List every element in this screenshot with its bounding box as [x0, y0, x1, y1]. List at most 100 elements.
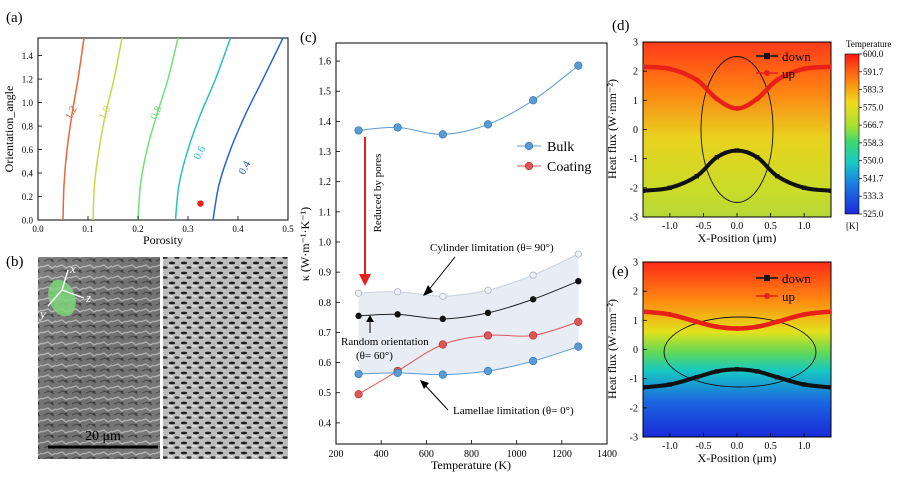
panel-c-point — [394, 288, 402, 296]
panel-d-point-up — [734, 106, 740, 111]
panel-d-y-tick-label: 2 — [633, 67, 638, 78]
triad-z-label: z — [85, 290, 91, 305]
panel-c-point — [354, 126, 363, 135]
triad-y-axis — [47, 289, 63, 307]
panel-c-point — [438, 340, 447, 349]
panel-c-point — [574, 342, 583, 351]
panel-d-legend-down-label: down — [782, 49, 811, 64]
panel-d-point-down — [775, 173, 780, 179]
panel-e-legend-up-marker — [764, 293, 770, 299]
panel-d-point-up — [828, 64, 831, 70]
panel-a-y-tick-label: 1.0 — [22, 98, 34, 108]
panel-d-point-down — [828, 188, 831, 193]
panel-c-point — [393, 123, 402, 132]
panel-c-point — [574, 250, 582, 258]
panel-c-y-tick-label: 0.8 — [319, 298, 332, 309]
random-pointer-head — [366, 315, 374, 322]
contour-line-0.4 — [212, 38, 284, 220]
contour-line-1.2 — [62, 38, 85, 220]
panel-e-pore-outline — [663, 316, 817, 388]
panel-d-x-tick-label: 0.5 — [764, 221, 777, 232]
colorbar-tick-label: 600.0 — [863, 49, 884, 59]
panel-e-point-down — [754, 369, 760, 374]
annotation-cylinder: Cylinder limitation (θ= 90°) — [430, 242, 554, 254]
panel-c-point — [529, 331, 538, 340]
panel-a-y-tick-label: 0.4 — [22, 169, 34, 179]
legend-bulk-marker — [524, 141, 534, 151]
panel-e-legend: down up — [756, 271, 811, 304]
panel-d-point-down — [714, 155, 720, 160]
panel-e: (e) down up -1.0 -0.5 0.0 0.5 1.0 -3 -2 -1 0 1 2 3… — [605, 258, 832, 465]
panel-e-y-tick-label: 1 — [633, 316, 638, 327]
colorbar-tick-label: 550.0 — [863, 156, 884, 166]
panel-c-plot-frame — [335, 42, 608, 445]
panel-e-point-up — [774, 319, 780, 325]
panel-c-y-tick-label: 1.5 — [319, 87, 332, 98]
panel-d-y-ticks: -3 -2 -1 0 1 2 3 — [630, 38, 647, 224]
panel-d-point-up — [801, 66, 807, 72]
panel-c-y-tick-label: 1.6 — [319, 57, 332, 68]
panel-e-y-tick-label: -2 — [630, 403, 638, 414]
panel-e-label: (e) — [612, 264, 629, 280]
panel-a-x-tick-label: 0.2 — [132, 224, 143, 234]
cylinder-pointer-line — [426, 256, 456, 293]
panel-c-point — [438, 130, 447, 139]
panel-c-x-ticks: 200 400 600 800 1000 1200 1400 — [329, 440, 617, 460]
panel-c: (c) 200 400 600 800 1000 1200 1400 0.40.50.60.… — [298, 30, 617, 472]
panel-d-point-down — [734, 148, 740, 153]
panel-a-contour-labels: 1.2 1.0 0.8 0.6 0.4 — [63, 104, 254, 177]
panel-d-point-up — [667, 66, 673, 72]
panel-c-y-tick-label: 0.9 — [319, 268, 332, 279]
panel-d-x-label: X-Position (μm) — [698, 231, 777, 245]
panel-e-x-tick-label: 0.5 — [764, 441, 777, 452]
annotation-random-angle: (θ= 60°) — [356, 350, 393, 362]
panel-d-point-down — [801, 185, 807, 191]
panel-a-y-label: Orientation_angle — [2, 86, 16, 173]
panel-d-y-tick-label: -2 — [630, 183, 638, 194]
lamellae-pointer-line — [423, 383, 449, 411]
panel-e-point-up — [828, 309, 831, 315]
panel-e-point-up — [734, 326, 740, 331]
colorbar-unit: [K] — [846, 221, 859, 231]
colorbar-tick-label: 558.3 — [863, 138, 884, 148]
colorbar-ticks: 600.0 591.7 583.3 575.0 566.7 558.3 550.0 541.7… — [859, 49, 884, 219]
panel-a-y-tick-label: 0.0 — [22, 216, 34, 226]
panel-c-x-tick-label: 1400 — [597, 449, 617, 460]
panel-e-point-down — [643, 385, 646, 390]
panel-b-label: (b) — [6, 254, 24, 270]
panel-e-point-up — [754, 324, 760, 330]
panel-e-y-label: Heat flux (W·mm⁻²) — [605, 299, 619, 399]
panel-d-y-tick-label: 0 — [633, 125, 638, 136]
panel-e-x-label: X-Position (μm) — [698, 451, 777, 465]
panel-d-legend: down up — [756, 49, 811, 81]
panel-c-x-label: Temperature (K) — [431, 458, 511, 472]
panel-c-label: (c) — [300, 30, 317, 46]
contour-line-1.0 — [92, 38, 123, 220]
panel-c-point — [483, 331, 493, 340]
panel-e-point-down — [801, 382, 807, 387]
triad-x-label: x — [69, 261, 76, 276]
contour-line-0.8 — [137, 38, 179, 220]
panel-d-y-tick-label: 1 — [633, 96, 638, 107]
panel-d-y-label: Heat flux (W·mm⁻²) — [605, 79, 619, 179]
panel-c-point — [483, 366, 493, 376]
panel-d-y-tick-label: 3 — [633, 38, 638, 49]
panel-d-point-up — [643, 64, 646, 70]
panel-a-y-tick-label: 0.8 — [22, 122, 34, 132]
panel-e-x-tick-label: -1.0 — [662, 441, 678, 452]
panel-a-x-tick-label: 0.0 — [32, 224, 44, 234]
panel-e-point-down — [775, 375, 780, 380]
panel-d-point-up — [754, 96, 760, 102]
panel-c-point — [354, 289, 363, 297]
triad-y-label: y — [38, 306, 46, 321]
panel-d-point-up — [694, 77, 700, 83]
axis-triad — [47, 269, 85, 307]
panel-d-pore-outline — [700, 56, 774, 203]
colorbar-tick-label: 525.0 — [863, 209, 884, 219]
panel-a-y-ticks: 0.0 0.2 0.4 0.6 0.8 1.0 1.2 1.4 — [22, 51, 42, 226]
panel-d-y-tick-label: -1 — [630, 154, 638, 165]
panel-c-series — [354, 61, 583, 399]
panel-e-legend-down-label: down — [782, 271, 811, 286]
panel-c-y-label: κ (W·m⁻¹·K⁻¹) — [298, 207, 312, 281]
panel-a-x-tick-label: 0.3 — [182, 224, 194, 234]
